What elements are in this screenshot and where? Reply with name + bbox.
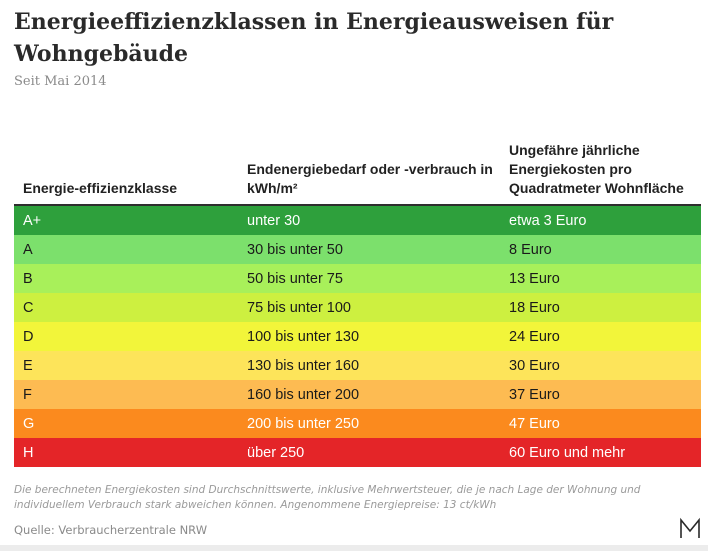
table-row: E 130 bis unter 160 30 Euro	[14, 351, 701, 380]
cell-verbrauch: über 250	[247, 444, 305, 461]
column-header-verbrauch: Endenergiebedarf oder -verbrauch in kWh/…	[247, 161, 493, 196]
table-row: C 75 bis unter 100 18 Euro	[14, 293, 701, 322]
cell-kosten: 8 Euro	[509, 241, 552, 258]
cell-klasse: A+	[23, 212, 42, 229]
table-row: B 50 bis unter 75 13 Euro	[14, 264, 701, 293]
table-row: F 160 bis unter 200 37 Euro	[14, 380, 701, 409]
cell-verbrauch: 130 bis unter 160	[247, 357, 360, 374]
chart-title: Energieeffizienzklassen in Energieauswei…	[14, 9, 614, 67]
cell-verbrauch: unter 30	[247, 212, 301, 229]
cell-klasse: A	[23, 241, 33, 258]
cell-klasse: B	[23, 270, 33, 287]
table-row: A+ unter 30 etwa 3 Euro	[14, 206, 701, 235]
table-row: D 100 bis unter 130 24 Euro	[14, 322, 701, 351]
table-row: G 200 bis unter 250 47 Euro	[14, 409, 701, 438]
table-row: A 30 bis unter 50 8 Euro	[14, 235, 701, 264]
energy-class-table: Energie-effizienzklasse Endenergiebedarf…	[14, 116, 701, 467]
table-body: A+ unter 30 etwa 3 Euro A 30 bis unter 50 8 E…	[14, 206, 701, 467]
cell-kosten: 13 Euro	[509, 270, 560, 287]
cell-verbrauch: 50 bis unter 75	[247, 270, 343, 287]
cell-kosten: 24 Euro	[509, 328, 560, 345]
cell-verbrauch: 30 bis unter 50	[247, 241, 343, 258]
cell-kosten: 18 Euro	[509, 299, 560, 316]
cell-klasse: H	[23, 444, 34, 461]
cell-klasse: F	[23, 386, 32, 403]
cell-kosten: 47 Euro	[509, 415, 560, 432]
cell-kosten: etwa 3 Euro	[509, 212, 587, 229]
table-header: Energie-effizienzklasse Endenergiebedarf…	[14, 116, 701, 206]
cell-klasse: G	[23, 415, 35, 432]
column-header-klasse: Energie-effizienzklasse	[23, 180, 178, 196]
cell-klasse: D	[23, 328, 34, 345]
cell-verbrauch: 100 bis unter 130	[247, 328, 360, 345]
cell-kosten: 37 Euro	[509, 386, 560, 403]
cell-verbrauch: 200 bis unter 250	[247, 415, 360, 432]
bottom-bar	[0, 545, 708, 551]
brand-logo-icon	[680, 517, 700, 538]
cell-verbrauch: 160 bis unter 200	[247, 386, 360, 403]
cell-kosten: 30 Euro	[509, 357, 560, 374]
header: Energieeffizienzklassen in Energieauswei…	[14, 6, 702, 89]
cell-klasse: E	[23, 357, 33, 374]
footnote: Die berechneten Energiekosten sind Durch…	[14, 484, 641, 511]
chart-subtitle: Seit Mai 2014	[14, 74, 107, 89]
cell-verbrauch: 75 bis unter 100	[247, 299, 351, 316]
source-note: Quelle: Verbraucherzentrale NRW	[14, 523, 208, 537]
cell-kosten: 60 Euro und mehr	[509, 444, 626, 461]
cell-klasse: C	[23, 299, 34, 316]
column-header-kosten: Ungefähre jährliche Energiekosten pro Qu…	[509, 142, 684, 196]
